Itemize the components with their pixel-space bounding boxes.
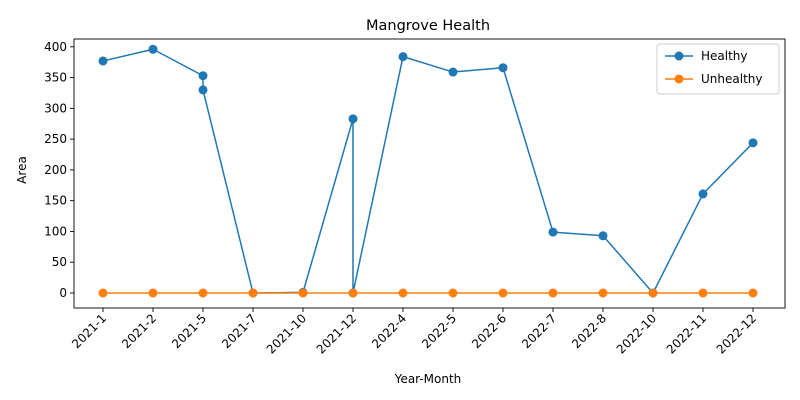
data-point <box>648 288 658 298</box>
series-unhealthy <box>98 288 758 298</box>
y-tick-label: 300 <box>44 101 67 115</box>
y-axis-title: Area <box>15 156 29 184</box>
data-point <box>698 288 708 298</box>
y-tick-label: 0 <box>59 286 67 300</box>
legend: Healthy Unhealthy <box>656 43 780 95</box>
data-point <box>498 288 508 298</box>
y-tick-label: 350 <box>44 71 67 85</box>
series-layer <box>98 44 758 298</box>
data-point <box>98 56 108 66</box>
chart-title: Mangrove Health <box>366 18 490 34</box>
data-point <box>348 114 358 124</box>
legend-marker <box>674 74 684 84</box>
y-tick-label: 200 <box>44 163 67 177</box>
data-point <box>148 44 158 54</box>
legend-item-unhealthy: Unhealthy <box>665 72 762 86</box>
data-point <box>198 85 208 95</box>
y-tick-label: 50 <box>52 255 67 269</box>
data-point <box>148 288 158 298</box>
series-line <box>102 48 754 294</box>
legend-label: Healthy <box>701 49 748 63</box>
data-point <box>198 288 208 298</box>
legend-marker <box>674 51 684 61</box>
plot-area <box>73 38 786 309</box>
data-point <box>548 288 558 298</box>
data-point <box>398 52 408 62</box>
x-axis-title: Year-Month <box>394 372 462 386</box>
legend-item-healthy: Healthy <box>665 49 748 63</box>
data-point <box>548 227 558 237</box>
data-point <box>348 288 358 298</box>
data-point <box>448 67 458 77</box>
data-point <box>598 288 608 298</box>
data-point <box>748 138 758 148</box>
y-axis: 0 50 100 150 200 250 300 350 400 <box>44 40 74 300</box>
y-tick-label: 150 <box>44 194 67 208</box>
plot-frame <box>73 38 786 309</box>
data-point <box>698 189 708 199</box>
y-tick-label: 250 <box>44 132 67 146</box>
data-point <box>248 288 258 298</box>
y-tick-label: 100 <box>44 224 67 238</box>
data-point <box>498 63 508 73</box>
data-point <box>198 71 208 81</box>
data-point <box>298 288 308 298</box>
data-point <box>598 231 608 241</box>
data-point <box>398 288 408 298</box>
data-point <box>448 288 458 298</box>
data-point <box>98 288 108 298</box>
data-point <box>748 288 758 298</box>
y-tick-label: 400 <box>44 40 67 54</box>
legend-label: Unhealthy <box>701 72 762 86</box>
